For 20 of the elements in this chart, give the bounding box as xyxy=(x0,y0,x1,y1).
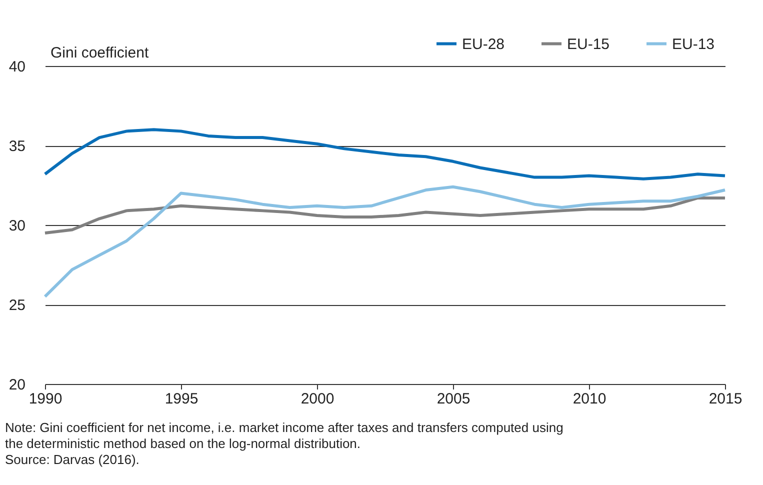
source-note: Source: Darvas (2016). xyxy=(5,452,140,467)
x-tick-label: 2000 xyxy=(300,390,334,408)
x-tick-label: 2005 xyxy=(436,390,470,408)
x-tick-label: 1990 xyxy=(28,390,62,408)
x-tick-label: 2015 xyxy=(708,390,742,408)
line-series xyxy=(44,185,726,298)
legend-label: EU-28 xyxy=(462,36,505,53)
text: Note: Gini coefficient for net income, i.e. market income after taxes and transfers computed using the deterministic method based on the log-normal distribution. xyxy=(5,420,564,451)
legend-label: EU-15 xyxy=(567,36,610,53)
x-tick-label: 2010 xyxy=(572,390,606,408)
y-tick-label: 35 xyxy=(8,138,26,155)
y-tick-label: 25 xyxy=(8,297,26,314)
y-tick-label: 20 xyxy=(8,376,26,394)
line-series xyxy=(44,128,726,180)
y-tick-label: 40 xyxy=(8,58,26,76)
y-axis-title: Gini coefficient xyxy=(50,44,150,62)
x-tick-label: 1995 xyxy=(164,390,198,408)
line-series xyxy=(44,196,726,234)
y-tick-label: 30 xyxy=(8,218,26,234)
legend-label: EU-13 xyxy=(672,36,715,53)
